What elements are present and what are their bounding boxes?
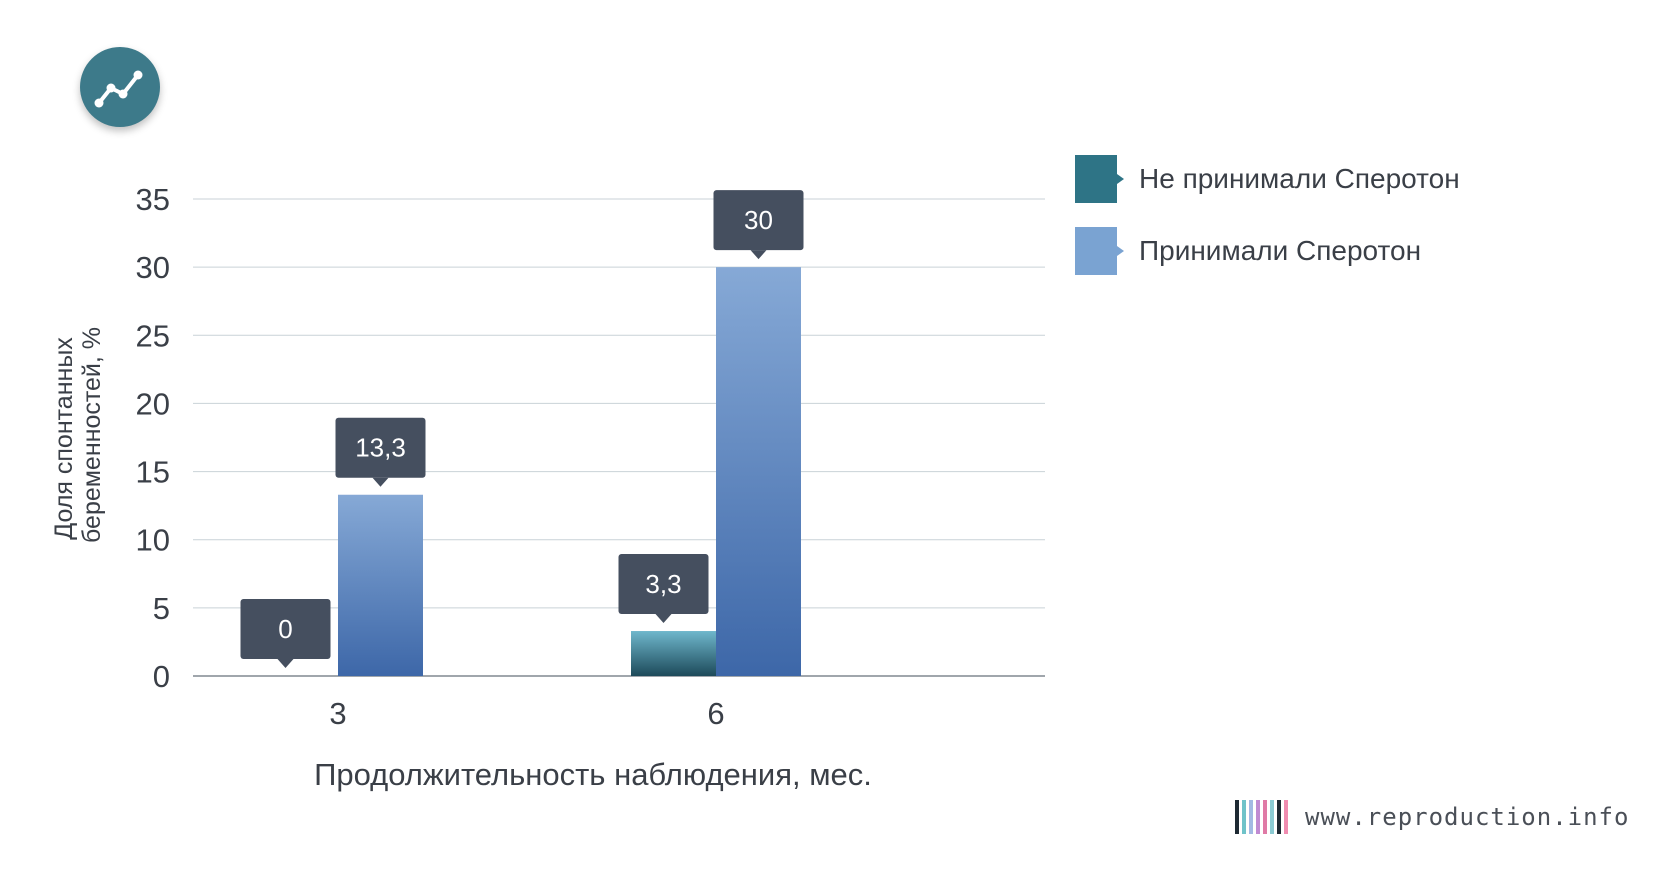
y-axis-title-line-2: беременностей, % bbox=[78, 327, 106, 543]
y-tick-label: 30 bbox=[136, 250, 170, 285]
x-axis-title: Продолжительность наблюдения, мес. bbox=[314, 757, 872, 792]
data-label: 13,3 bbox=[335, 417, 426, 487]
barcode-logo-icon bbox=[1235, 800, 1291, 834]
y-tick-label: 0 bbox=[153, 659, 170, 694]
legend: Не принимали Сперотон Принимали Сперотон bbox=[1075, 155, 1460, 299]
legend-label: Не принимали Сперотон bbox=[1139, 163, 1460, 194]
barcode-stripe bbox=[1284, 800, 1288, 834]
data-label-box bbox=[335, 417, 426, 478]
barcode-stripe bbox=[1256, 800, 1260, 834]
data-label-text: 3,3 bbox=[645, 569, 681, 599]
data-label-pointer bbox=[750, 250, 767, 260]
legend-swatch bbox=[1075, 155, 1124, 203]
footer: www.reproduction.info bbox=[1235, 800, 1629, 834]
y-tick-label: 20 bbox=[136, 386, 170, 421]
bar bbox=[338, 494, 423, 676]
y-tick-label: 10 bbox=[136, 523, 170, 558]
y-axis-title: Доля спонтанных беременностей, % bbox=[50, 327, 106, 543]
data-label-box bbox=[240, 599, 331, 659]
data-label-text: 30 bbox=[744, 205, 773, 235]
barcode-stripe bbox=[1235, 800, 1239, 834]
data-label-pointer bbox=[372, 477, 389, 487]
data-label-box bbox=[618, 554, 709, 615]
labels-layer: 0 13,3 3,3 30 bbox=[240, 190, 804, 668]
data-label-pointer bbox=[277, 659, 294, 668]
legend-swatch bbox=[1075, 227, 1124, 275]
barcode-stripe bbox=[1263, 800, 1267, 834]
barcode-stripe bbox=[1270, 800, 1274, 834]
line-chart-icon-glyph bbox=[94, 70, 143, 108]
data-label: 30 bbox=[713, 190, 804, 260]
bars-layer bbox=[338, 267, 801, 676]
data-label: 3,3 bbox=[618, 554, 709, 624]
y-tick-label: 5 bbox=[153, 591, 170, 626]
data-label-pointer bbox=[655, 614, 672, 624]
bar bbox=[716, 267, 801, 676]
x-tick-label: 3 bbox=[329, 696, 346, 731]
barcode-stripe bbox=[1242, 800, 1246, 834]
legend-label: Принимали Сперотон bbox=[1139, 235, 1422, 266]
barcode-stripe bbox=[1277, 800, 1281, 834]
site-url[interactable]: www.reproduction.info bbox=[1305, 803, 1630, 831]
legend-item: Принимали Сперотон bbox=[1075, 227, 1460, 275]
data-label-text: 0 bbox=[278, 614, 292, 644]
bar bbox=[631, 631, 716, 676]
data-label-text: 13,3 bbox=[355, 433, 406, 463]
x-tick-label: 6 bbox=[707, 696, 724, 731]
y-tick-label: 35 bbox=[136, 182, 170, 217]
legend-item: Не принимали Сперотон bbox=[1075, 155, 1460, 203]
y-tick-label: 25 bbox=[136, 318, 170, 353]
line-chart-icon bbox=[80, 47, 160, 127]
y-axis-title-line-1: Доля спонтанных bbox=[50, 337, 78, 540]
data-label: 0 bbox=[240, 599, 331, 668]
data-label-box bbox=[713, 190, 804, 251]
barcode-stripe bbox=[1249, 800, 1253, 834]
y-tick-label: 15 bbox=[136, 455, 170, 490]
